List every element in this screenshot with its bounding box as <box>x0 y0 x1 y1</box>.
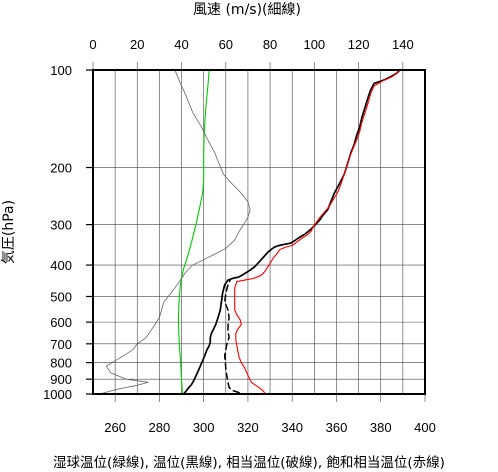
top-axis-title: 風速 (m/s)(細線) <box>193 2 301 18</box>
pressure-tick-label-9: 1000 <box>43 387 72 402</box>
pressure-tick-label-5: 600 <box>50 315 72 330</box>
pressure-tick-label-4: 500 <box>50 289 72 304</box>
wind-tick-label-7: 140 <box>392 37 414 52</box>
series-wet_bulb_theta <box>177 69 210 395</box>
theta-tick-label-2: 300 <box>193 420 215 435</box>
series-wind_speed <box>99 69 251 395</box>
pressure-tick-label-3: 400 <box>50 258 72 273</box>
wind-tick-label-3: 60 <box>219 37 233 52</box>
y-tick-marks <box>86 69 93 395</box>
wind-tick-label-2: 40 <box>174 37 188 52</box>
pressure-tick-label-7: 800 <box>50 356 72 371</box>
series-group <box>99 69 402 395</box>
wind-tick-label-6: 120 <box>348 37 370 52</box>
wind-tick-label-5: 100 <box>303 37 325 52</box>
bottom-legend-title: 湿球温位(緑線), 温位(黒線), 相当温位(破線), 飽和相当温位(赤線) <box>53 455 445 471</box>
pressure-tick-label-2: 300 <box>50 218 72 233</box>
wind-tick-label-4: 80 <box>263 37 277 52</box>
x-wind-tick-labels: 0 20 40 60 80 100 120 140 <box>89 37 413 52</box>
theta-tick-label-3: 320 <box>237 420 259 435</box>
theta-tick-label-7: 400 <box>414 420 436 435</box>
theta-tick-label-0: 260 <box>104 420 126 435</box>
series-theta <box>182 69 401 395</box>
grid <box>92 62 426 402</box>
theta-tick-label-6: 380 <box>370 420 392 435</box>
plot-frame <box>92 69 426 395</box>
theta-tick-label-1: 280 <box>149 420 171 435</box>
left-axis-title: 気圧(hPa) <box>1 200 17 264</box>
pressure-tick-label-1: 200 <box>50 161 72 176</box>
x-theta-tick-labels: 260 280 300 320 340 360 380 400 <box>104 420 436 435</box>
series-equiv_theta <box>223 279 240 394</box>
pressure-tick-label-0: 100 <box>50 63 72 78</box>
pressure-tick-label-8: 900 <box>50 372 72 387</box>
series-sat_equiv_theta <box>234 69 402 395</box>
theta-tick-label-5: 360 <box>326 420 348 435</box>
wind-tick-label-0: 0 <box>89 37 96 52</box>
pressure-tick-label-6: 700 <box>50 337 72 352</box>
wind-tick-label-1: 20 <box>130 37 144 52</box>
theta-tick-label-4: 340 <box>281 420 303 435</box>
